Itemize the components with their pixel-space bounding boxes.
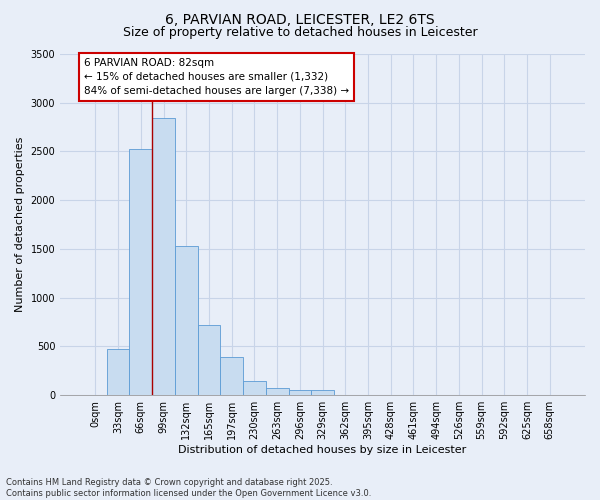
- Bar: [107, 349, 130, 395]
- Bar: [175, 246, 197, 395]
- Bar: [130, 149, 152, 395]
- Text: Size of property relative to detached houses in Leicester: Size of property relative to detached ho…: [122, 26, 478, 39]
- Text: Contains HM Land Registry data © Crown copyright and database right 2025.
Contai: Contains HM Land Registry data © Crown c…: [6, 478, 371, 498]
- Bar: [289, 390, 311, 395]
- Bar: [243, 380, 266, 395]
- X-axis label: Distribution of detached houses by size in Leicester: Distribution of detached houses by size …: [178, 445, 467, 455]
- Text: 6 PARVIAN ROAD: 82sqm
← 15% of detached houses are smaller (1,332)
84% of semi-d: 6 PARVIAN ROAD: 82sqm ← 15% of detached …: [84, 58, 349, 96]
- Y-axis label: Number of detached properties: Number of detached properties: [15, 137, 25, 312]
- Bar: [311, 390, 334, 395]
- Bar: [220, 357, 243, 395]
- Bar: [197, 325, 220, 395]
- Bar: [266, 388, 289, 395]
- Bar: [152, 118, 175, 395]
- Text: 6, PARVIAN ROAD, LEICESTER, LE2 6TS: 6, PARVIAN ROAD, LEICESTER, LE2 6TS: [165, 12, 435, 26]
